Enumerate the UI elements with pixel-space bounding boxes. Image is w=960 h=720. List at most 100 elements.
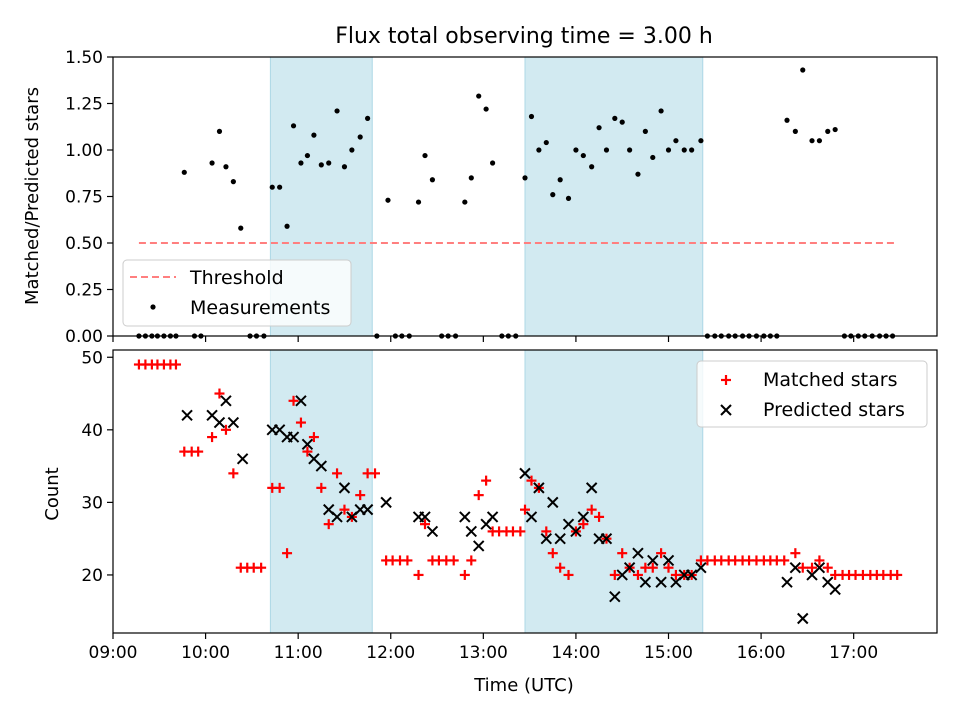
measurement-point — [385, 197, 391, 203]
matched-star-point — [420, 519, 431, 530]
legend-matched-swatch — [721, 375, 731, 385]
predicted-star-point-b — [236, 453, 249, 465]
bottom-ytick-label: 20 — [81, 566, 103, 586]
predicted-star-point — [797, 612, 809, 625]
bottom-xtick-label: 16:00 — [737, 643, 786, 663]
legend-measurement-swatch — [150, 304, 156, 310]
top-ytick-label: 1.50 — [65, 48, 103, 68]
predicted-star-point-b — [519, 467, 531, 480]
matched-star-point — [797, 562, 808, 573]
measurement-point — [658, 108, 664, 114]
matched-star-point — [295, 417, 306, 428]
predicted-star-point-b — [623, 561, 636, 574]
legend-predicted-marker-b — [720, 404, 732, 416]
predicted-star-point — [813, 561, 826, 574]
bottom-ytick-label: 50 — [81, 348, 103, 368]
top-panel: 0.00 0.25 0.50 0.75 1.00 1.25 1.50 Threshold M… — [65, 48, 938, 347]
measurement-point — [483, 106, 489, 112]
predicted-star-point — [315, 460, 328, 472]
predicted-star-point — [236, 453, 249, 465]
measurement-point — [809, 138, 815, 144]
predicted-star-point-b — [465, 525, 478, 538]
predicted-star-point — [623, 561, 636, 574]
predicted-star-point-b — [181, 409, 193, 422]
predicted-star-point — [781, 576, 793, 588]
predicted-star-point — [570, 525, 582, 538]
matched-star-point — [274, 482, 285, 493]
measurement-point — [627, 147, 633, 153]
top-ytick-label: 0.50 — [65, 234, 103, 254]
predicted-star-point — [609, 591, 621, 603]
predicted-star-point — [632, 547, 644, 559]
measurement-point — [462, 199, 468, 205]
legend-measurement-label: Measurements — [190, 297, 330, 319]
predicted-star-point-b — [813, 561, 826, 574]
matched-star-point — [316, 482, 327, 493]
predicted-star-point — [287, 431, 300, 443]
measurement-point — [635, 171, 641, 177]
matched-star-point — [586, 504, 597, 515]
measurement-point — [550, 192, 556, 198]
matched-star-point — [473, 490, 484, 501]
predicted-star-point-b — [685, 569, 698, 581]
top-ytick-label: 0.00 — [65, 327, 103, 347]
measurement-point — [612, 115, 618, 121]
predicted-star-point — [301, 438, 314, 451]
predicted-star-point — [533, 482, 545, 494]
matched-star-point — [288, 395, 299, 406]
predicted-star-point-b — [361, 503, 374, 516]
predicted-star-point-b — [473, 540, 485, 552]
predicted-star-point-b — [459, 511, 471, 523]
bottom-xtick-label: 11:00 — [274, 643, 323, 663]
predicted-star-point-b — [206, 409, 218, 422]
predicted-star-point-b — [695, 561, 707, 574]
matched-star-point — [814, 555, 825, 566]
measurement-point — [365, 115, 371, 121]
matched-star-point — [790, 548, 801, 559]
matched-star-point — [663, 562, 674, 573]
bottom-highlight-band — [524, 349, 704, 634]
matched-star-point — [515, 526, 526, 537]
matched-star-point — [308, 432, 319, 443]
predicted-star-point — [547, 496, 559, 509]
measurement-point — [326, 160, 332, 166]
predicted-star-point — [639, 576, 652, 588]
measurement-point — [580, 152, 586, 159]
predicted-star-point — [685, 569, 698, 581]
matched-star-point — [632, 569, 643, 580]
matched-star-point — [193, 446, 204, 457]
top-legend-box — [122, 259, 352, 327]
predicted-star-point-b — [426, 525, 439, 538]
predicted-star-point-b — [323, 503, 335, 516]
predicted-star-point — [465, 525, 478, 538]
measurement-point — [311, 132, 317, 138]
measurement-point — [298, 160, 304, 166]
matched-star-point — [541, 526, 552, 537]
predicted-star-point — [486, 511, 499, 523]
measurement-point — [284, 223, 290, 229]
matched-star-point — [207, 432, 218, 443]
predicted-star-point-b — [213, 416, 226, 429]
matched-star-point — [170, 359, 181, 370]
bottom-ylabel: Count — [42, 467, 63, 520]
matched-star-point — [892, 569, 903, 580]
predicted-star-point-b — [585, 482, 598, 494]
predicted-star-point-b — [822, 576, 834, 588]
measurement-point — [698, 138, 704, 144]
predicted-star-point — [181, 409, 193, 422]
bottom-xtick-label: 12:00 — [366, 643, 415, 663]
measurement-point — [642, 128, 648, 134]
matched-star-point — [656, 548, 667, 559]
measurement-point — [543, 139, 549, 146]
predicted-star-point-b — [662, 554, 675, 567]
matched-star-point — [822, 562, 833, 573]
predicted-star-point-b — [829, 583, 841, 596]
measurement-point — [689, 147, 695, 153]
measurement-point — [422, 152, 428, 159]
matched-star-point — [594, 511, 605, 522]
bottom-ytick-label: 40 — [81, 421, 103, 441]
top-ytick-label: 0.75 — [65, 188, 103, 208]
matched-star-point — [459, 569, 470, 580]
predicted-star-point-b — [419, 511, 431, 523]
predicted-star-point — [695, 561, 707, 574]
